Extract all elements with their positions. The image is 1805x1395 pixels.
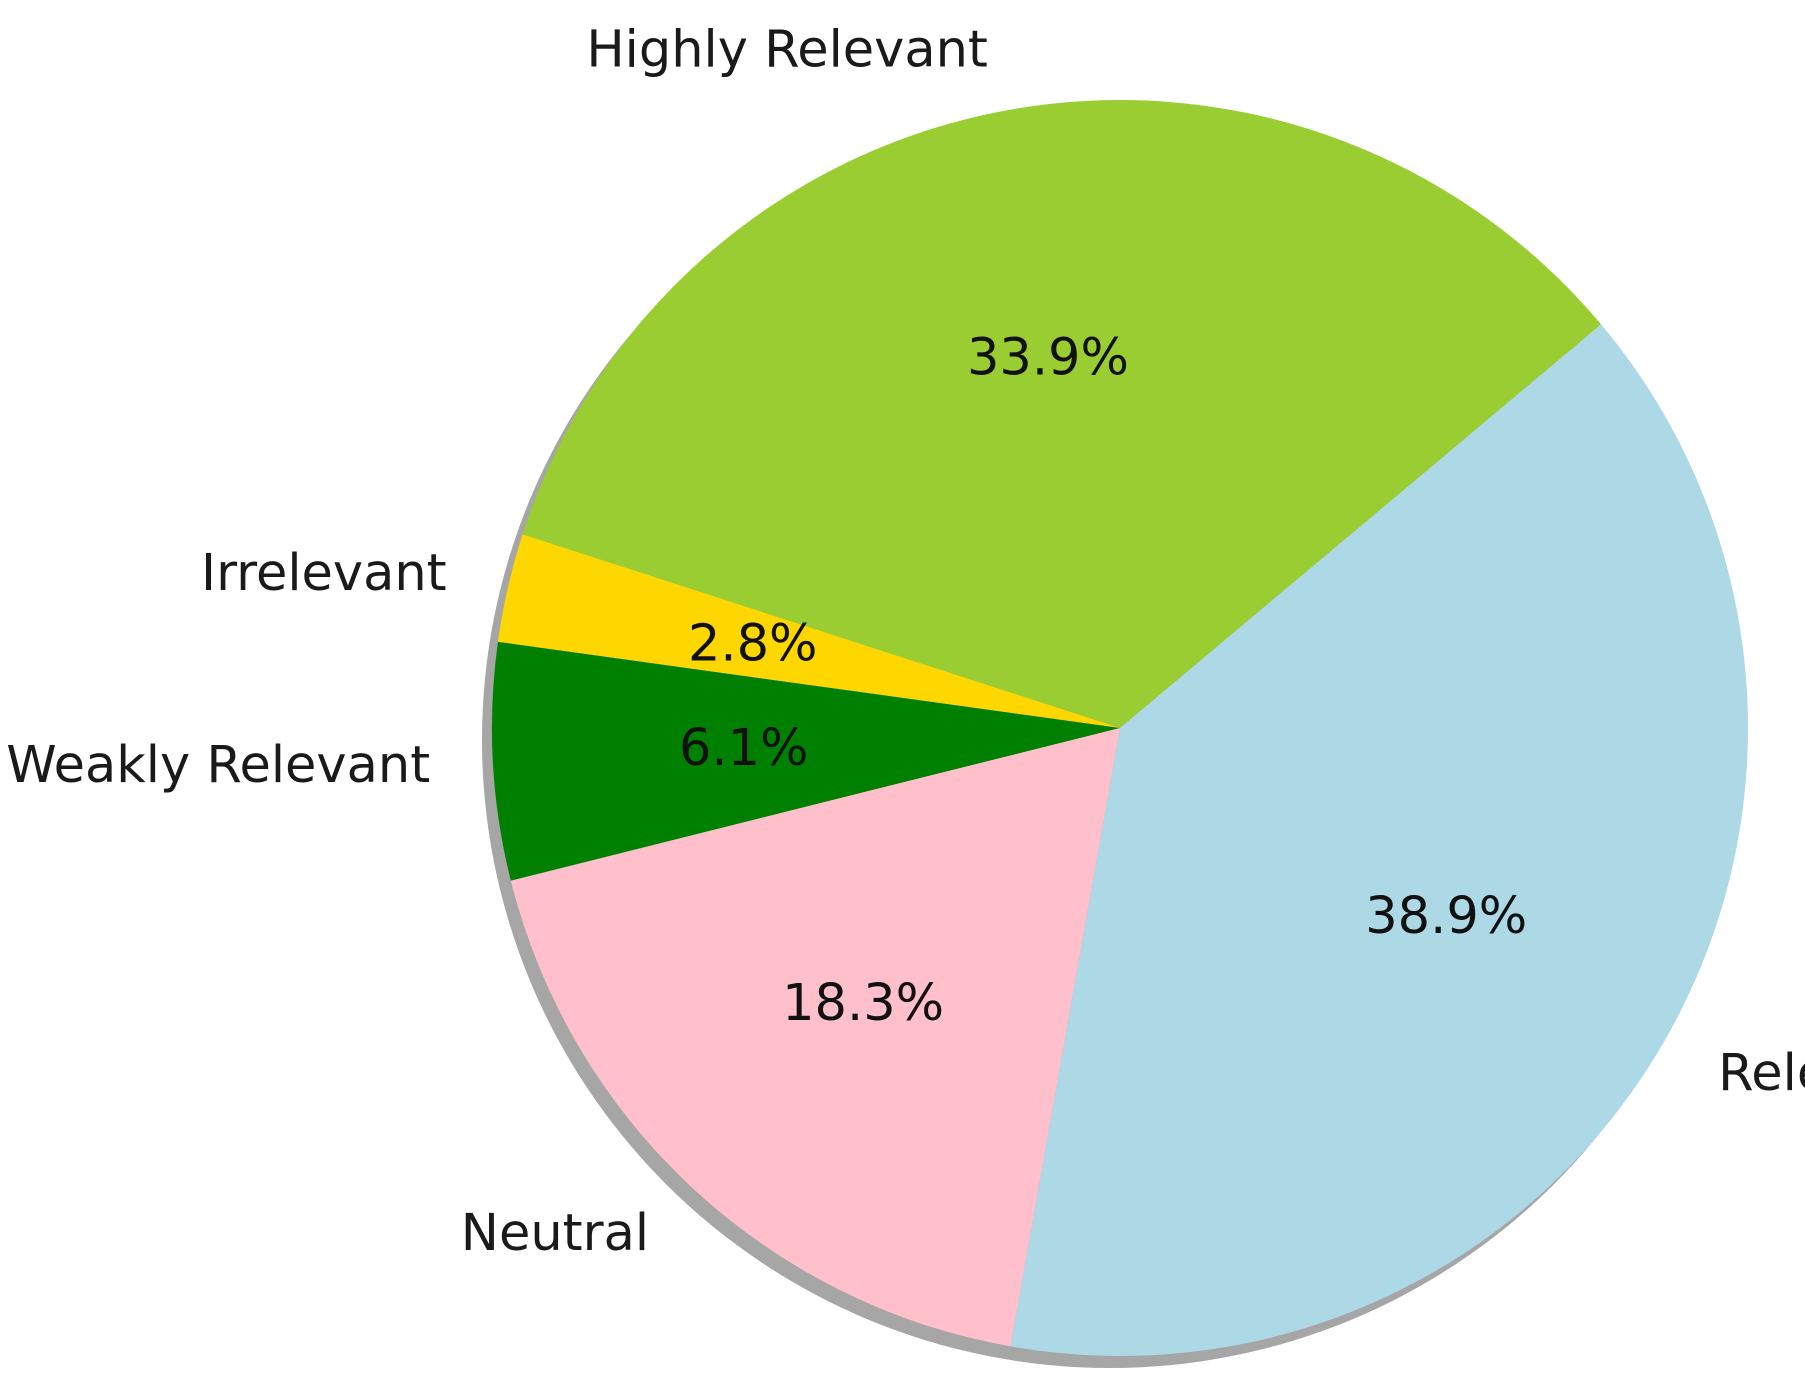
pie-percent-labels: 33.9% 2.8% 6.1% 18.3% 38.9%	[679, 329, 1527, 1034]
pie-slices	[492, 100, 1748, 1357]
pie-category-label-weakly-relevant: Weakly Relevant	[6, 736, 430, 795]
pie-category-label-neutral: Neutral	[461, 1204, 649, 1263]
pie-slice-irrelevant	[497, 534, 1121, 728]
pie-slice-relevant	[1010, 324, 1748, 1357]
pie-category-label-highly-relevant: Highly Relevant	[586, 20, 988, 79]
pie-percent-label-neutral: 18.3%	[782, 974, 944, 1033]
pie-percent-label-highly-relevant: 33.9%	[967, 329, 1129, 388]
pie-slice-highly-relevant	[522, 100, 1602, 728]
pie-slice-weakly-relevant	[492, 641, 1121, 881]
pie-category-label-irrelevant: Irrelevant	[201, 544, 447, 603]
pie-category-labels: Highly Relevant Irrelevant Weakly Relevant…	[6, 20, 1805, 1262]
pie-slice-neutral	[510, 728, 1120, 1347]
pie-category-label-relevant: Relevant	[1718, 1044, 1805, 1103]
pie-percent-label-irrelevant: 2.8%	[688, 614, 818, 673]
pie-percent-label-relevant: 38.9%	[1365, 887, 1527, 946]
pie-percent-label-weakly-relevant: 6.1%	[679, 719, 809, 778]
